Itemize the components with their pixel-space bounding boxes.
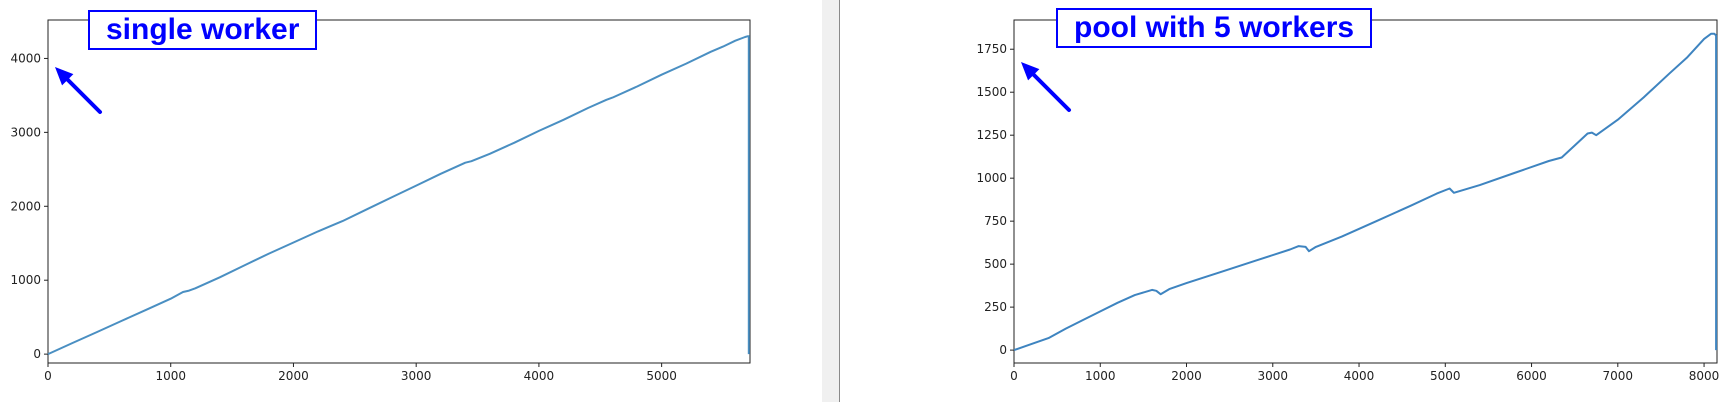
y-tick-label: 3000 — [10, 125, 41, 139]
y-tick-label: 0 — [999, 343, 1007, 357]
y-tick-label: 2000 — [10, 199, 41, 213]
annotation-arrow-head — [1021, 62, 1040, 81]
x-tick-label: 8000 — [1689, 369, 1720, 383]
x-tick-label: 6000 — [1516, 369, 1547, 383]
x-tick-label: 4000 — [1344, 369, 1375, 383]
y-tick-label: 1000 — [976, 171, 1007, 185]
x-tick-label: 7000 — [1603, 369, 1634, 383]
axes-frame — [1013, 19, 1718, 364]
single-worker-annotation: single worker — [88, 10, 318, 50]
y-tick-label: 1500 — [976, 85, 1007, 99]
y-tick-label: 1250 — [976, 128, 1007, 142]
series-line — [47, 35, 750, 356]
annotation-arrow-head — [55, 67, 74, 86]
single-worker-chart: 0 1000 2000 3000 4000 5000 0 1000 2000 3000 4000 — [10, 19, 751, 383]
x-tick-label: 0 — [44, 369, 52, 383]
pool-workers-annotation: pool with 5 workers — [1056, 8, 1373, 48]
series-line — [1013, 32, 1718, 352]
x-tick-label: 2000 — [1171, 369, 1202, 383]
x-tick-label: 3000 — [1257, 369, 1288, 383]
y-tick-label: 250 — [984, 300, 1007, 314]
y-tick-label: 4000 — [10, 51, 41, 65]
y-tick-label: 1000 — [10, 273, 41, 287]
x-tick-label: 5000 — [646, 369, 677, 383]
x-tick-label: 1000 — [1085, 369, 1116, 383]
y-tick-label: 500 — [984, 257, 1007, 271]
annotation-arrow-shaft — [65, 77, 102, 114]
x-tick-label: 1000 — [155, 369, 186, 383]
x-tick-label: 0 — [1010, 369, 1018, 383]
x-tick-label: 5000 — [1430, 369, 1461, 383]
y-tick-label: 750 — [984, 214, 1007, 228]
panel-divider-band — [822, 0, 840, 402]
panel-divider-line — [839, 0, 840, 402]
axes-frame — [47, 19, 751, 364]
annotation-arrow-shaft — [1031, 72, 1071, 112]
x-tick-label: 4000 — [524, 369, 555, 383]
y-tick-label: 0 — [33, 347, 41, 361]
x-tick-label: 3000 — [401, 369, 432, 383]
y-tick-label: 1750 — [976, 42, 1007, 56]
pool-workers-chart: 0 1000 2000 3000 4000 5000 6000 7000 8000 0 250 500… — [976, 19, 1720, 383]
x-tick-label: 2000 — [278, 369, 309, 383]
